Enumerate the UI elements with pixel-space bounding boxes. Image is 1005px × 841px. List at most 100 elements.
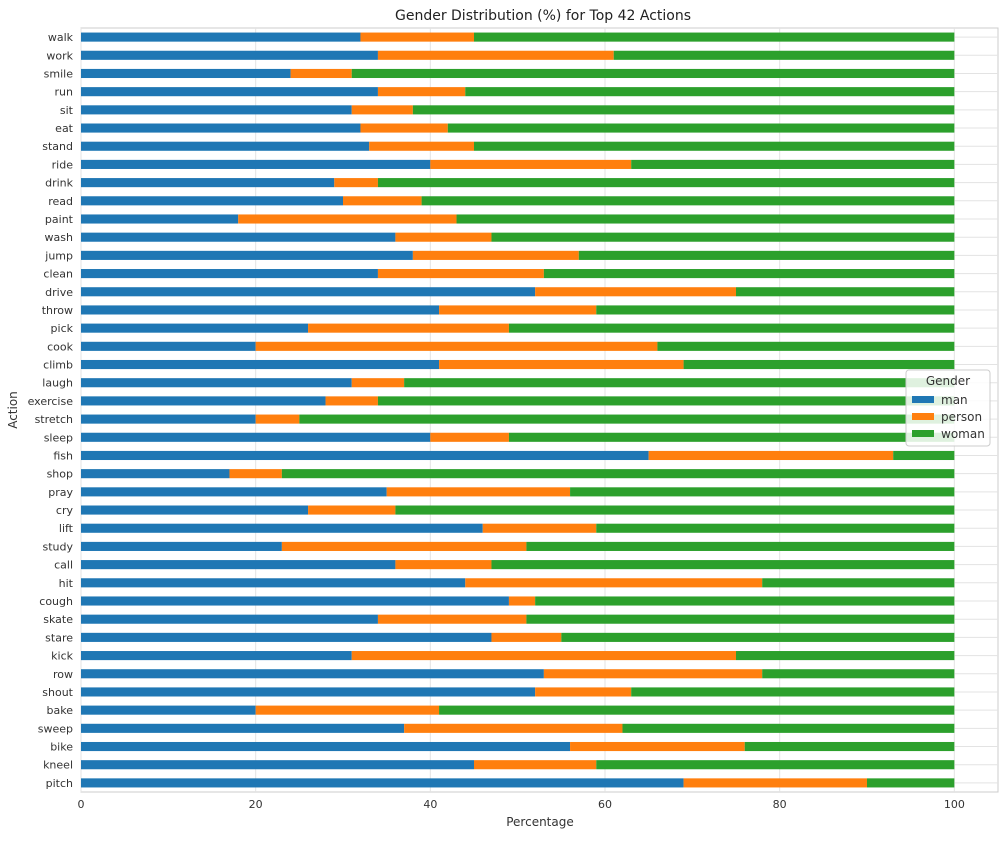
bar-person-sweep [404,723,623,733]
y-tick-label: exercise [28,395,74,408]
bar-person-stretch [255,414,300,424]
bar-man-pray [81,487,387,497]
legend-swatch-man [912,396,934,403]
bar-woman-stand [474,141,955,151]
bar-woman-drink [377,178,955,188]
bar-woman-fish [893,450,955,461]
bar-man-call [81,560,396,570]
bar-man-sweep [81,723,405,733]
y-tick-label: cry [56,504,74,517]
bar-man-walk [81,32,361,42]
bar-man-bake [81,705,256,715]
bar-woman-kick [736,651,955,661]
bar-man-climb [81,359,440,370]
y-tick-label: run [55,86,73,99]
bar-woman-sleep [508,432,955,442]
chart-title: Gender Distribution (%) for Top 42 Actio… [395,8,691,24]
bar-person-drink [334,178,378,188]
bar-man-kneel [81,760,474,770]
legend-items: man person woman [912,393,985,441]
bar-person-lift [482,523,597,533]
bar-person-kneel [474,760,597,770]
x-axis-label: Percentage [506,815,574,829]
bar-woman-throw [596,305,955,315]
bar-woman-jump [578,250,955,260]
bar-man-smile [81,68,291,79]
y-tick-label: work [46,49,73,62]
bar-woman-eat [447,123,955,133]
bar-person-stare [491,632,562,642]
bar-person-drive [535,287,736,297]
bar-person-throw [439,305,597,315]
bar-man-shout [81,687,536,697]
bar-man-jump [81,250,413,260]
y-tick-label: drive [45,286,73,299]
y-tick-label: cook [47,340,74,353]
bar-person-cough [508,596,536,606]
bar-woman-stretch [299,414,955,424]
bar-person-climb [439,359,684,370]
bar-person-fish [648,450,894,461]
y-tick-label: bake [47,704,74,717]
bar-woman-cough [535,596,955,606]
bar-person-paint [238,214,457,224]
bar-woman-smile [351,68,955,79]
bars-layer [81,32,955,788]
legend-label-person: person [941,410,982,424]
legend-label-woman: woman [941,427,985,441]
bar-person-eat [360,123,448,133]
bar-man-read [81,196,343,206]
y-tick-label: kneel [43,759,73,772]
y-tick-label: smile [44,67,74,80]
bar-woman-walk [474,32,955,42]
x-tick-label: 60 [598,798,612,811]
bar-man-exercise [81,396,326,406]
bar-person-shout [535,687,632,697]
bar-man-hit [81,578,466,588]
bar-person-shop [229,469,282,479]
bar-woman-call [491,560,955,570]
y-tick-label: paint [45,213,74,226]
y-tick-label: shout [42,686,73,699]
bar-person-laugh [351,378,405,388]
y-tick-label: cough [39,595,73,608]
y-tick-label: stand [42,140,73,153]
bar-man-drive [81,287,536,297]
bar-woman-paint [456,214,955,224]
bar-person-clean [377,269,544,279]
bar-man-lift [81,523,483,533]
bar-person-bike [570,741,745,752]
x-tick-label: 80 [773,798,787,811]
bar-woman-row [762,669,955,679]
bar-woman-pick [508,323,955,333]
bar-person-pray [386,487,571,497]
bar-man-stand [81,141,370,151]
bar-man-row [81,669,544,679]
bar-woman-skate [526,614,955,624]
bar-person-pitch [683,778,867,788]
bar-person-call [395,560,492,570]
bar-man-sit [81,105,352,115]
bar-woman-laugh [404,378,955,388]
plot-area [80,27,999,793]
bar-man-shop [81,469,230,479]
y-tick-label: throw [42,304,73,317]
bar-person-cry [308,505,396,515]
y-tick-label: sit [60,104,74,117]
y-tick-label: jump [44,249,73,262]
bar-man-paint [81,214,239,224]
bar-person-kick [351,651,736,661]
legend-swatch-person [912,413,934,420]
y-tick-label: bike [50,741,73,754]
bar-woman-shout [631,687,955,697]
y-tick-label: row [53,668,73,681]
legend-box [905,369,991,447]
bar-man-work [81,50,378,60]
legend: Gender man person woman [905,369,991,447]
bar-woman-kneel [596,760,955,770]
y-tick-label: study [42,540,73,553]
bar-person-read [343,196,422,206]
y-tick-label: pick [51,322,74,335]
bar-person-sleep [430,432,509,442]
bar-man-cook [81,341,256,351]
